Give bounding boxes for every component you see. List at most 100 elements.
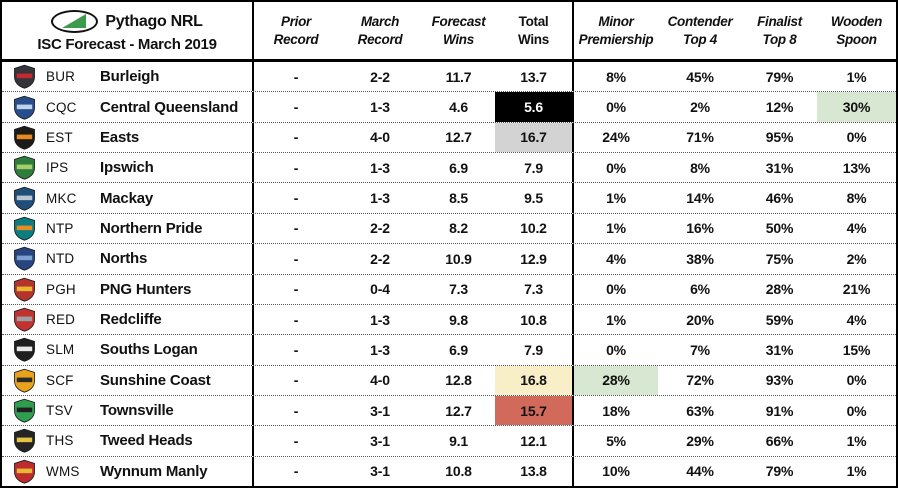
cell-contender-top4: 63% <box>686 402 714 419</box>
cell-minor-premiership: 0% <box>606 99 626 116</box>
cell-finalist-top8: 91% <box>765 402 794 419</box>
team-code: THS <box>46 433 74 449</box>
cell-prior-record: - <box>293 281 299 298</box>
cell-march-record: 4-0 <box>370 129 390 146</box>
team-name: Norths <box>100 244 254 274</box>
team-name: Northern Pride <box>100 213 254 244</box>
cell-prior-record: - <box>293 129 299 146</box>
cell-march-record: 3-1 <box>370 463 390 480</box>
cell-finalist-top8: 95% <box>765 129 794 146</box>
cell-contender-top4: 44% <box>686 463 714 480</box>
team-code: SCF <box>46 372 74 388</box>
cell-wooden-spoon: 4% <box>846 220 867 237</box>
table-row: WMS Wynnum Manly - 3-1 10.8 13.8 10% 44%… <box>2 455 896 486</box>
cell-wooden-spoon: 21% <box>842 281 871 298</box>
cell-march-record: 1-3 <box>370 159 390 176</box>
table-row: SLM Souths Logan - 1-3 6.9 7.9 0% 7% 31%… <box>2 334 896 365</box>
cell-contender-top4: 72% <box>686 372 714 389</box>
cell-wooden-spoon: 2% <box>846 250 867 267</box>
table-row: CQC Central Queensland - 1-3 4.6 5.6 0% … <box>2 91 896 122</box>
brand-title: Pythago NRL <box>105 12 203 30</box>
cell-finalist-top8: 28% <box>765 281 794 298</box>
team-logo-cell <box>2 244 46 273</box>
cell-prior-record: - <box>293 402 299 419</box>
cell-finalist-top8: 12% <box>765 99 794 116</box>
cell-wooden-spoon: 1% <box>846 463 867 480</box>
cell-march-record: 4-0 <box>370 372 390 389</box>
team-crest-icon <box>12 307 37 332</box>
cell-total-wins: 12.9 <box>495 244 574 274</box>
cell-finalist-top8: 79% <box>765 463 794 480</box>
cell-minor-premiership: 1% <box>606 311 626 328</box>
cell-prior-record: - <box>293 311 299 328</box>
team-logo-cell <box>2 366 46 395</box>
cell-forecast-wins: 10.8 <box>445 463 472 480</box>
cell-wooden-spoon: 4% <box>846 311 867 328</box>
cell-wooden-spoon: 8% <box>846 190 867 207</box>
team-code: NTD <box>46 251 75 267</box>
cell-forecast-wins: 9.8 <box>449 311 468 328</box>
team-code: EST <box>46 129 73 145</box>
team-logo-cell <box>2 214 46 243</box>
cell-total-wins: 13.7 <box>495 62 574 92</box>
cell-forecast-wins: 12.7 <box>445 402 472 419</box>
cell-minor-premiership: 24% <box>602 129 630 146</box>
team-code: WMS <box>46 463 80 479</box>
team-crest-icon <box>12 64 37 89</box>
team-logo-cell <box>2 183 46 212</box>
cell-contender-top4: 20% <box>686 311 714 328</box>
team-crest-icon <box>12 246 37 271</box>
cell-minor-premiership: 0% <box>606 341 626 358</box>
cell-minor-premiership: 0% <box>606 281 626 298</box>
column-header-prior-record: Prior Record <box>273 13 319 47</box>
cell-prior-record: - <box>293 220 299 237</box>
table-row: IPS Ipswich - 1-3 6.9 7.9 0% 8% 31% 13% <box>2 152 896 183</box>
table-body: BUR Burleigh - 2-2 11.7 13.7 8% 45% 79% … <box>2 62 896 486</box>
table-row: EST Easts - 4-0 12.7 16.7 24% 71% 95% 0% <box>2 121 896 153</box>
cell-forecast-wins: 12.8 <box>445 372 472 389</box>
table-row: BUR Burleigh - 2-2 11.7 13.7 8% 45% 79% … <box>2 62 896 92</box>
team-crest-icon <box>12 125 37 150</box>
cell-march-record: 3-1 <box>370 432 390 449</box>
cell-march-record: 2-2 <box>370 68 390 85</box>
team-crest-icon <box>12 216 37 241</box>
team-crest-icon <box>12 155 37 180</box>
cell-march-record: 1-3 <box>370 311 390 328</box>
team-name: Townsville <box>100 395 254 426</box>
cell-minor-premiership: 1% <box>606 220 626 237</box>
team-code: CQC <box>46 99 77 115</box>
team-code: MKC <box>46 190 77 206</box>
cell-finalist-top8: 46% <box>765 190 794 207</box>
cell-total-wins: 7.9 <box>495 153 574 183</box>
cell-prior-record: - <box>293 68 299 85</box>
cell-contender-top4: 7% <box>690 341 710 358</box>
team-crest-icon <box>12 277 37 302</box>
team-logo-cell <box>2 62 46 91</box>
cell-finalist-top8: 93% <box>765 372 794 389</box>
cell-march-record: 1-3 <box>370 341 390 358</box>
cell-minor-premiership: 28% <box>574 365 658 395</box>
team-code: TSV <box>46 403 73 419</box>
team-name: Tweed Heads <box>100 426 254 456</box>
team-logo-cell <box>2 457 46 486</box>
team-crest-icon <box>12 428 37 454</box>
cell-finalist-top8: 79% <box>765 68 794 85</box>
table-row: NTD Norths - 2-2 10.9 12.9 4% 38% 75% 2% <box>2 243 896 274</box>
team-crest-icon <box>12 95 37 120</box>
cell-wooden-spoon: 1% <box>846 68 867 85</box>
cell-contender-top4: 38% <box>686 250 714 267</box>
cell-forecast-wins: 9.1 <box>449 432 468 449</box>
team-name: PNG Hunters <box>100 274 254 304</box>
cell-forecast-wins: 8.5 <box>449 190 468 207</box>
cell-forecast-wins: 11.7 <box>445 68 472 85</box>
cell-contender-top4: 45% <box>686 68 714 85</box>
cell-total-wins: 5.6 <box>495 92 574 122</box>
team-name: Burleigh <box>100 62 254 92</box>
pythago-logo-icon <box>51 10 99 33</box>
cell-prior-record: - <box>293 190 299 207</box>
cell-total-wins: 7.3 <box>495 274 574 304</box>
table-header: Pythago NRL ISC Forecast - March 2019 Pr… <box>2 2 896 62</box>
column-header-forecast-wins: Forecast Wins <box>431 13 486 47</box>
cell-prior-record: - <box>293 432 299 449</box>
